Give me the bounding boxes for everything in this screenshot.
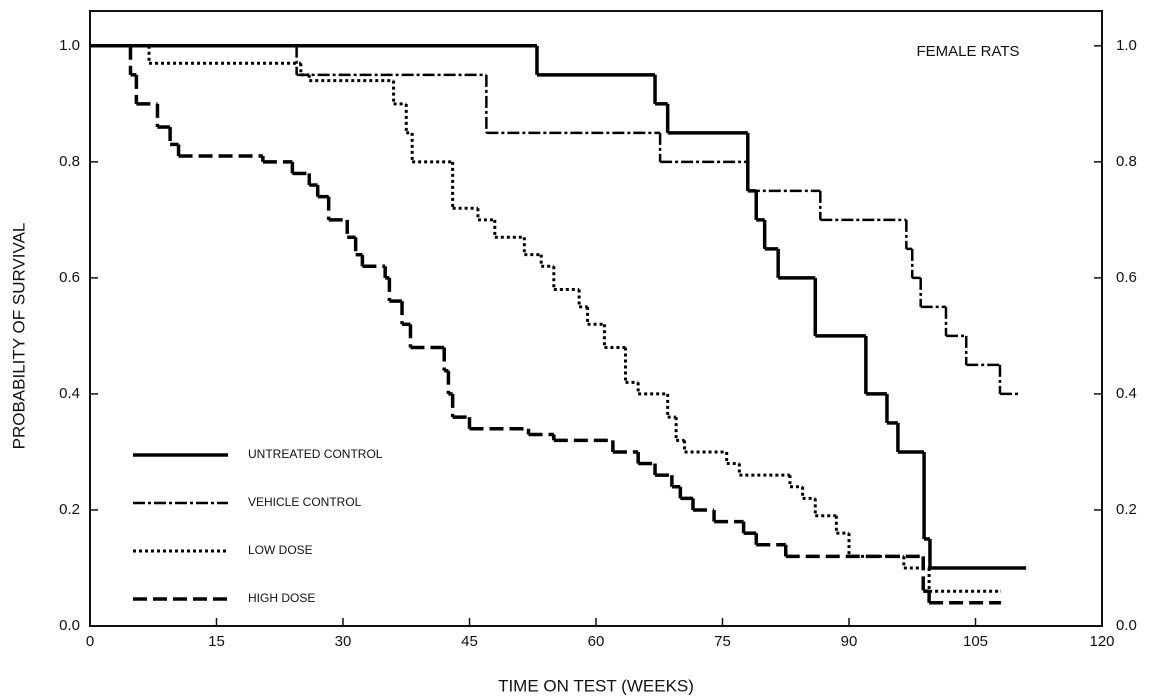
x-tick-label: 45 — [461, 633, 478, 650]
y2-tick-label: 0.4 — [1116, 385, 1137, 402]
y2-tick-label: 0.2 — [1116, 501, 1137, 518]
x-tick-label: 30 — [335, 633, 352, 650]
plot-frame — [89, 10, 1103, 627]
x-tick-label: 75 — [714, 633, 731, 650]
y-tick-label: 0.0 — [59, 617, 80, 634]
x-tick-label: 105 — [963, 633, 988, 650]
x-tick-label: 60 — [588, 633, 605, 650]
y-tick-label: 0.2 — [59, 501, 80, 518]
x-tick-label: 90 — [841, 633, 858, 650]
annotation: FEMALE RATS — [916, 43, 1019, 60]
x-axis-label: TIME ON TEST (WEEKS) — [498, 676, 694, 695]
x-tick-label: 120 — [1089, 633, 1114, 650]
x-tick-label: 15 — [208, 633, 225, 650]
y-tick-label: 1.0 — [59, 37, 80, 54]
x-tick-label: 0 — [86, 633, 94, 650]
legend-label: UNTREATED CONTROL — [248, 447, 383, 461]
y2-tick-label: 0.8 — [1116, 153, 1137, 170]
y2-tick-label: 0.0 — [1116, 617, 1137, 634]
y-tick-label: 0.8 — [59, 153, 80, 170]
legend-label: LOW DOSE — [248, 543, 313, 557]
y2-tick-label: 0.6 — [1116, 269, 1137, 286]
y-tick-label: 0.6 — [59, 269, 80, 286]
legend-label: VEHICLE CONTROL — [248, 495, 362, 509]
y-tick-label: 0.4 — [59, 385, 80, 402]
y-axis-label: PROBABILITY OF SURVIVAL — [9, 223, 28, 450]
y2-tick-label: 1.0 — [1116, 37, 1137, 54]
legend-label: HIGH DOSE — [248, 591, 315, 605]
